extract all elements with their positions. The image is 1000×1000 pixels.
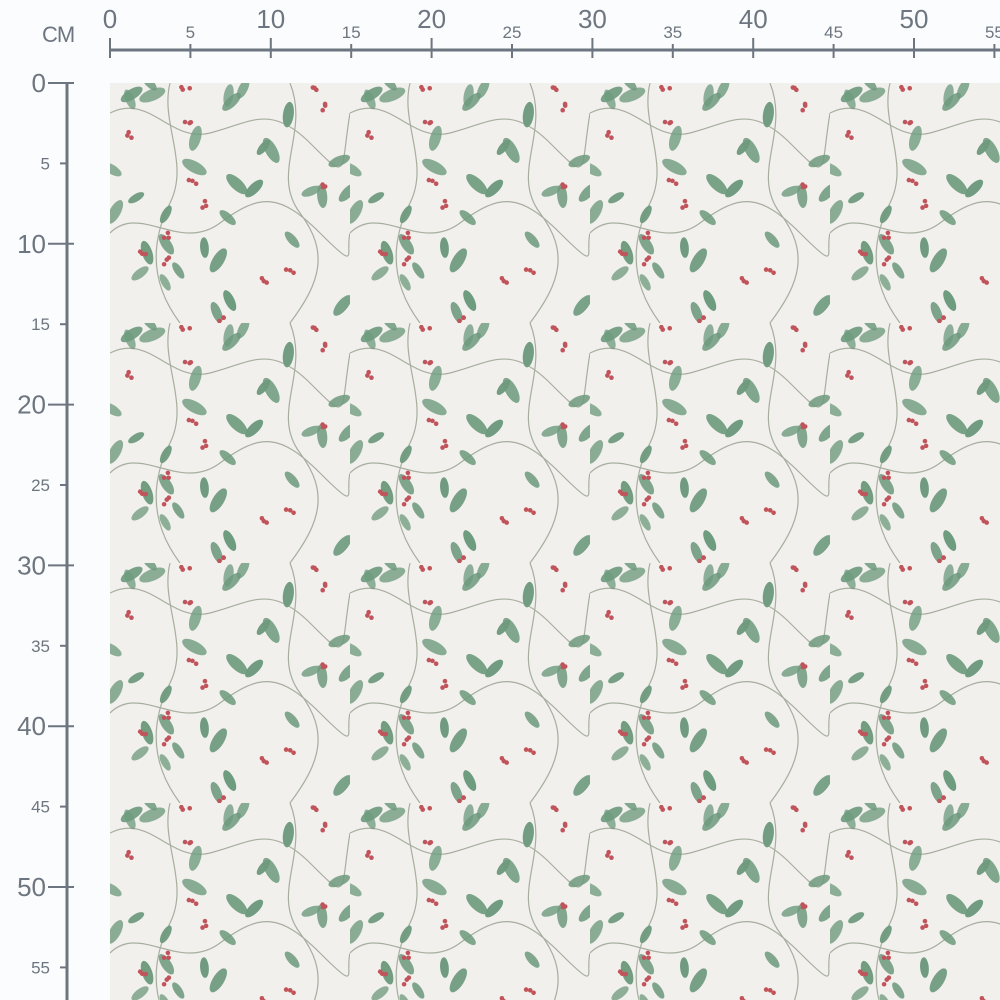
left-ruler-label: 30 xyxy=(17,550,46,580)
top-ruler-label: 45 xyxy=(824,23,843,42)
left-ruler-label: 15 xyxy=(31,315,50,334)
top-ruler-label: 25 xyxy=(503,23,522,42)
top-ruler-label: 20 xyxy=(417,4,446,34)
top-ruler-label: 5 xyxy=(186,23,195,42)
top-ruler-label: 50 xyxy=(900,4,929,34)
unit-label: CM xyxy=(42,22,75,47)
holly-pattern xyxy=(110,83,1000,1000)
left-ruler-label: 55 xyxy=(31,958,50,977)
top-ruler-label: 0 xyxy=(103,4,117,34)
top-ruler-label: 35 xyxy=(663,23,682,42)
left-ruler-label: 20 xyxy=(17,390,46,420)
left-ruler-label: 5 xyxy=(41,154,50,173)
top-ruler-label: 10 xyxy=(256,4,285,34)
fabric-swatch xyxy=(110,83,1000,1000)
top-ruler-label: 55 xyxy=(985,23,1000,42)
left-ruler-label: 50 xyxy=(17,872,46,902)
top-ruler-label: 30 xyxy=(578,4,607,34)
left-ruler-label: 45 xyxy=(31,798,50,817)
top-ruler-label: 15 xyxy=(342,23,361,42)
left-ruler-label: 40 xyxy=(17,711,46,741)
left-ruler-label: 25 xyxy=(31,476,50,495)
top-ruler: 0 5 10 15 20 25 30 35 40 45 50 55 xyxy=(103,4,1000,58)
left-ruler: 0 5 10 15 20 25 30 35 40 45 50 55 xyxy=(17,68,74,1000)
left-ruler-label: 0 xyxy=(32,68,46,98)
left-ruler-label: 10 xyxy=(17,229,46,259)
top-ruler-label: 40 xyxy=(739,4,768,34)
left-ruler-label: 35 xyxy=(31,637,50,656)
